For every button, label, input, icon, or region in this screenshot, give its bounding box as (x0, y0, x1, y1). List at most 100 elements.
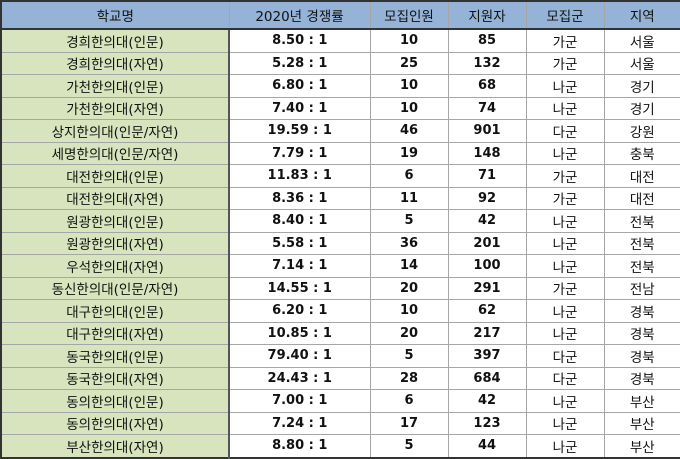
table-row: 경희한의대(인문) 8.50 : 1 10 85 가군 서울 (0, 28, 680, 53)
cell-competition-rate: 5.28 : 1 (228, 51, 371, 75)
cell-competition-rate: 19.59 : 1 (228, 119, 371, 143)
cell-recruit-count: 5 (369, 434, 449, 458)
cell-applicant-count: 42 (447, 209, 527, 233)
cell-competition-rate: 14.55 : 1 (228, 276, 371, 300)
cell-recruit-count: 10 (369, 299, 449, 323)
table-row: 동국한의대(자연) 24.43 : 1 28 684 다군 경북 (0, 366, 680, 390)
cell-region: 경북 (603, 344, 680, 368)
cell-school-name: 세명한의대(인문/자연) (0, 141, 230, 165)
cell-competition-rate: 11.83 : 1 (228, 164, 371, 188)
cell-school-name: 부산한의대(자연) (0, 434, 230, 458)
cell-applicant-count: 291 (447, 276, 527, 300)
cell-recruit-group: 가군 (525, 164, 605, 188)
header-region: 지역 (603, 0, 680, 30)
header-applicant-count: 지원자 (447, 0, 527, 30)
cell-recruit-group: 나군 (525, 74, 605, 98)
cell-region: 전북 (603, 209, 680, 233)
cell-school-name: 우석한의대(자연) (0, 254, 230, 278)
cell-school-name: 가천한의대(인문) (0, 74, 230, 98)
cell-school-name: 동국한의대(자연) (0, 366, 230, 390)
table-row: 대구한의대(인문) 6.20 : 1 10 62 나군 경북 (0, 299, 680, 323)
cell-recruit-count: 20 (369, 321, 449, 345)
cell-recruit-group: 나군 (525, 96, 605, 120)
cell-competition-rate: 6.80 : 1 (228, 74, 371, 98)
cell-school-name: 대전한의대(인문) (0, 164, 230, 188)
cell-recruit-group: 나군 (525, 141, 605, 165)
cell-applicant-count: 123 (447, 411, 527, 435)
cell-school-name: 대구한의대(자연) (0, 321, 230, 345)
cell-recruit-count: 5 (369, 344, 449, 368)
table-row: 동의한의대(인문) 7.00 : 1 6 42 나군 부산 (0, 389, 680, 413)
cell-region: 경기 (603, 96, 680, 120)
cell-region: 경기 (603, 74, 680, 98)
cell-recruit-count: 25 (369, 51, 449, 75)
cell-competition-rate: 8.50 : 1 (228, 28, 371, 53)
cell-competition-rate: 7.14 : 1 (228, 254, 371, 278)
cell-region: 경북 (603, 321, 680, 345)
cell-applicant-count: 92 (447, 186, 527, 210)
header-school-name: 학교명 (0, 0, 230, 30)
cell-competition-rate: 24.43 : 1 (228, 366, 371, 390)
table-row: 원광한의대(자연) 5.58 : 1 36 201 나군 전북 (0, 231, 680, 255)
cell-recruit-count: 6 (369, 164, 449, 188)
table-row: 가천한의대(인문) 6.80 : 1 10 68 나군 경기 (0, 74, 680, 98)
table-row: 세명한의대(인문/자연) 7.79 : 1 19 148 나군 충북 (0, 141, 680, 165)
cell-applicant-count: 201 (447, 231, 527, 255)
table-row: 대구한의대(자연) 10.85 : 1 20 217 나군 경북 (0, 321, 680, 345)
cell-competition-rate: 7.40 : 1 (228, 96, 371, 120)
cell-recruit-group: 나군 (525, 254, 605, 278)
table-row: 가천한의대(자연) 7.40 : 1 10 74 나군 경기 (0, 96, 680, 120)
cell-recruit-group: 나군 (525, 411, 605, 435)
cell-recruit-group: 다군 (525, 344, 605, 368)
cell-competition-rate: 79.40 : 1 (228, 344, 371, 368)
cell-applicant-count: 684 (447, 366, 527, 390)
cell-competition-rate: 8.36 : 1 (228, 186, 371, 210)
cell-recruit-count: 36 (369, 231, 449, 255)
cell-recruit-count: 10 (369, 28, 449, 53)
cell-recruit-group: 가군 (525, 186, 605, 210)
cell-school-name: 경희한의대(자연) (0, 51, 230, 75)
cell-applicant-count: 68 (447, 74, 527, 98)
table-row: 동의한의대(자연) 7.24 : 1 17 123 나군 부산 (0, 411, 680, 435)
cell-region: 대전 (603, 186, 680, 210)
cell-applicant-count: 62 (447, 299, 527, 323)
table-row: 경희한의대(자연) 5.28 : 1 25 132 가군 서울 (0, 51, 680, 75)
cell-recruit-group: 다군 (525, 119, 605, 143)
cell-applicant-count: 901 (447, 119, 527, 143)
cell-applicant-count: 397 (447, 344, 527, 368)
cell-competition-rate: 6.20 : 1 (228, 299, 371, 323)
cell-recruit-count: 5 (369, 209, 449, 233)
cell-competition-rate: 7.00 : 1 (228, 389, 371, 413)
cell-region: 서울 (603, 28, 680, 53)
cell-region: 경북 (603, 299, 680, 323)
cell-school-name: 가천한의대(자연) (0, 96, 230, 120)
cell-recruit-count: 19 (369, 141, 449, 165)
cell-region: 부산 (603, 411, 680, 435)
cell-recruit-count: 17 (369, 411, 449, 435)
cell-applicant-count: 44 (447, 434, 527, 458)
cell-recruit-count: 6 (369, 389, 449, 413)
cell-recruit-group: 가군 (525, 276, 605, 300)
cell-region: 경북 (603, 366, 680, 390)
cell-recruit-group: 나군 (525, 209, 605, 233)
cell-recruit-group: 나군 (525, 389, 605, 413)
cell-region: 충북 (603, 141, 680, 165)
table-row: 우석한의대(자연) 7.14 : 1 14 100 나군 전북 (0, 254, 680, 278)
cell-applicant-count: 85 (447, 28, 527, 53)
cell-applicant-count: 74 (447, 96, 527, 120)
cell-region: 서울 (603, 51, 680, 75)
cell-region: 강원 (603, 119, 680, 143)
table-row: 상지한의대(인문/자연) 19.59 : 1 46 901 다군 강원 (0, 119, 680, 143)
cell-competition-rate: 5.58 : 1 (228, 231, 371, 255)
cell-competition-rate: 7.79 : 1 (228, 141, 371, 165)
table-row: 대전한의대(인문) 11.83 : 1 6 71 가군 대전 (0, 164, 680, 188)
cell-region: 부산 (603, 434, 680, 458)
cell-applicant-count: 148 (447, 141, 527, 165)
cell-school-name: 원광한의대(인문) (0, 209, 230, 233)
cell-recruit-count: 10 (369, 96, 449, 120)
table-row: 원광한의대(인문) 8.40 : 1 5 42 나군 전북 (0, 209, 680, 233)
cell-competition-rate: 7.24 : 1 (228, 411, 371, 435)
cell-recruit-group: 가군 (525, 51, 605, 75)
cell-school-name: 동의한의대(인문) (0, 389, 230, 413)
table-row: 동국한의대(인문) 79.40 : 1 5 397 다군 경북 (0, 344, 680, 368)
